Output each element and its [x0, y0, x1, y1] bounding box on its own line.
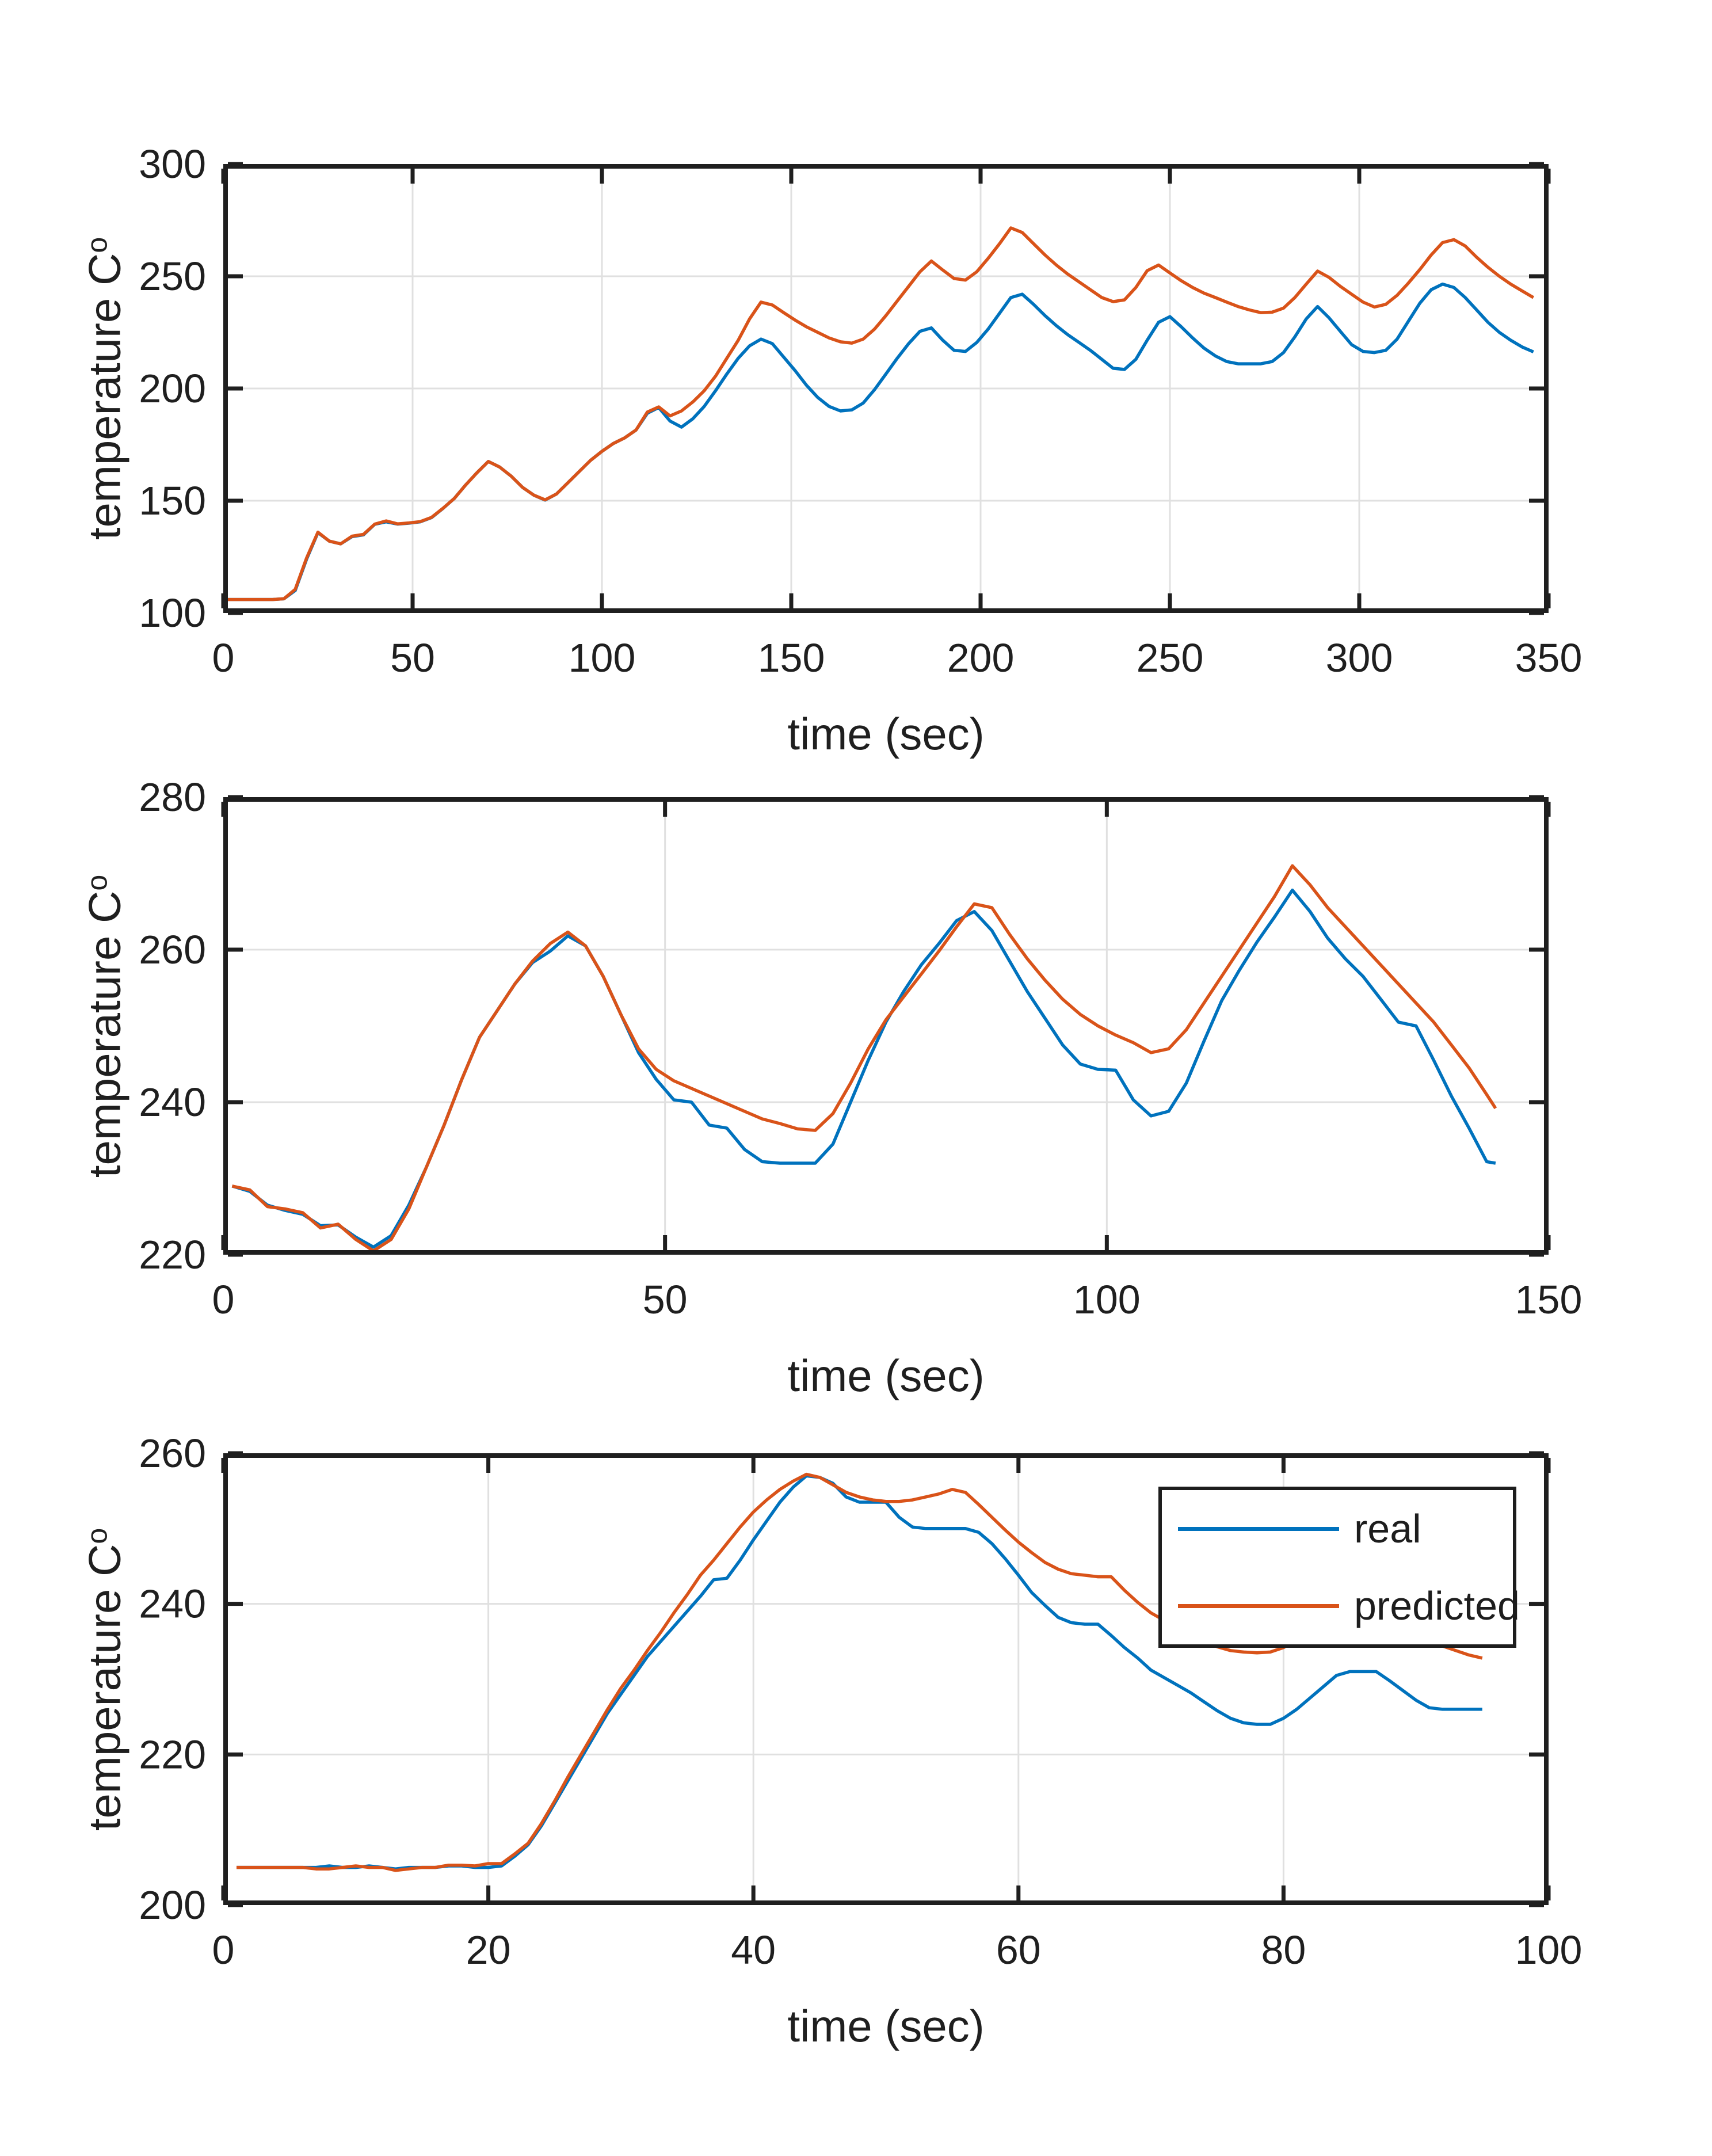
svg-text:40: 40 — [731, 1928, 776, 1972]
subplot-bottom: 0 20 40 60 80 100 200 220 240 260 real predicted … — [79, 1431, 1583, 2051]
svg-text:300: 300 — [1326, 635, 1393, 680]
svg-text:150: 150 — [758, 635, 825, 680]
svg-text:80: 80 — [1261, 1928, 1306, 1972]
x-axis-label-middle: time (sec) — [787, 1350, 985, 1401]
y-axis-label-text: temperature C — [79, 1544, 130, 1831]
y-axis-label-superscript: o — [81, 237, 113, 253]
svg-text:260: 260 — [139, 1431, 206, 1476]
x-axis-label-top: time (sec) — [787, 708, 985, 759]
y-axis-label-superscript: o — [81, 1528, 113, 1544]
svg-text:200: 200 — [139, 1883, 206, 1928]
svg-text:100: 100 — [139, 591, 206, 635]
svg-text:250: 250 — [139, 254, 206, 299]
subplot-top: 0 50 100 150 200 250 300 350 100 150 200 250 300 tem… — [79, 142, 1583, 759]
legend-line-sample-real — [1178, 1526, 1339, 1531]
svg-text:260: 260 — [139, 927, 206, 972]
legend: real predicted — [1158, 1487, 1520, 1648]
svg-text:240: 240 — [139, 1080, 206, 1125]
plot-area-top: 0 50 100 150 200 250 300 350 100 150 200 250 300 — [139, 142, 1582, 680]
svg-text:0: 0 — [212, 635, 235, 680]
y-axis-label-superscript: o — [81, 874, 113, 891]
svg-text:350: 350 — [1515, 635, 1583, 680]
svg-text:100: 100 — [1073, 1277, 1141, 1322]
svg-text:60: 60 — [996, 1928, 1041, 1972]
svg-text:0: 0 — [212, 1928, 235, 1972]
svg-text:150: 150 — [139, 478, 206, 523]
y-axis-label-text: temperature C — [79, 253, 130, 540]
plot-area-bottom: 0 20 40 60 80 100 200 220 240 260 — [139, 1431, 1582, 1972]
svg-text:300: 300 — [139, 142, 206, 186]
legend-entry-real: real — [1162, 1509, 1513, 1549]
x-axis-label-bottom: time (sec) — [787, 2001, 985, 2051]
svg-text:0: 0 — [212, 1277, 235, 1322]
plot-area-middle: 0 50 100 150 220 240 260 280 — [139, 775, 1582, 1322]
svg-text:20: 20 — [466, 1928, 511, 1972]
svg-text:220: 220 — [139, 1732, 206, 1777]
subplot-middle: 0 50 100 150 220 240 260 280 temperature Co tim… — [79, 775, 1583, 1401]
svg-text:250: 250 — [1137, 635, 1204, 680]
svg-text:50: 50 — [643, 1277, 688, 1322]
svg-text:280: 280 — [139, 775, 206, 820]
y-axis-label-text: temperature C — [79, 890, 130, 1178]
legend-label-predicted: predicted — [1354, 1583, 1520, 1628]
svg-text:150: 150 — [1515, 1277, 1583, 1322]
svg-text:100: 100 — [569, 635, 636, 680]
svg-text:220: 220 — [139, 1232, 206, 1277]
legend-label-real: real — [1354, 1506, 1421, 1551]
svg-text:200: 200 — [947, 635, 1015, 680]
legend-line-sample-predicted — [1178, 1603, 1339, 1608]
svg-text:240: 240 — [139, 1582, 206, 1626]
legend-entry-predicted: predicted — [1162, 1586, 1520, 1626]
svg-text:50: 50 — [390, 635, 435, 680]
svg-text:100: 100 — [1515, 1928, 1583, 1972]
svg-text:200: 200 — [139, 366, 206, 411]
